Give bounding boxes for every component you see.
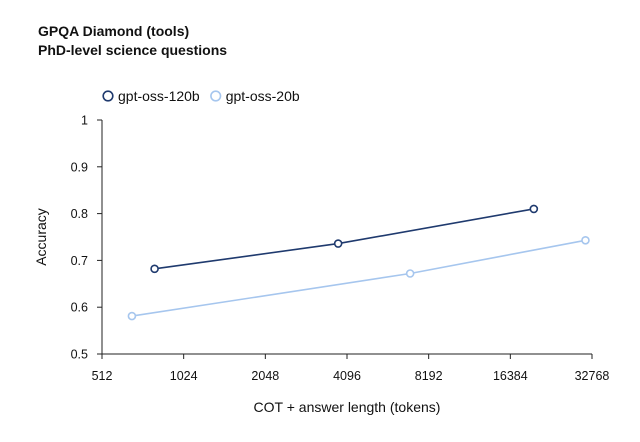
x-tick-label: 4096 <box>333 369 361 383</box>
chart-subtitle: PhD-level science questions <box>38 42 228 58</box>
x-tick-label: 512 <box>92 369 113 383</box>
data-point-gpt-oss-20b <box>581 235 590 245</box>
x-tick-label: 8192 <box>415 369 443 383</box>
y-axis-label: Accuracy <box>33 208 49 266</box>
data-point-gpt-oss-120b <box>150 264 159 274</box>
y-tick-label: 0.8 <box>71 207 88 221</box>
y-tick-label: 1 <box>81 114 88 128</box>
chart-title: GPQA Diamond (tools) <box>38 23 190 39</box>
legend-label-gpt-oss-120b: gpt-oss-120b <box>118 88 200 104</box>
legend-marker-gpt-oss-120b <box>102 90 114 102</box>
series-line-gpt-oss-120b <box>154 208 534 270</box>
legend-marker-gpt-oss-20b <box>210 90 222 102</box>
x-tick-label: 16384 <box>493 369 528 383</box>
series-line-gpt-oss-20b <box>131 239 586 317</box>
x-tick-label: 1024 <box>170 369 198 383</box>
y-tick-label: 0.6 <box>71 301 88 315</box>
data-point-gpt-oss-20b <box>405 269 415 278</box>
data-point-gpt-oss-120b <box>529 204 539 214</box>
legend-label-gpt-oss-20b: gpt-oss-20b <box>226 88 300 104</box>
y-tick-label: 0.7 <box>71 254 88 268</box>
data-point-gpt-oss-120b <box>333 239 343 248</box>
y-tick-label: 0.5 <box>71 348 88 362</box>
x-tick-label: 32768 <box>575 369 610 383</box>
y-tick-label: 0.9 <box>71 160 88 174</box>
x-axis-label: COT + answer length (tokens) <box>254 399 441 415</box>
data-point-gpt-oss-20b <box>127 311 137 321</box>
x-tick-label: 2048 <box>251 369 279 383</box>
